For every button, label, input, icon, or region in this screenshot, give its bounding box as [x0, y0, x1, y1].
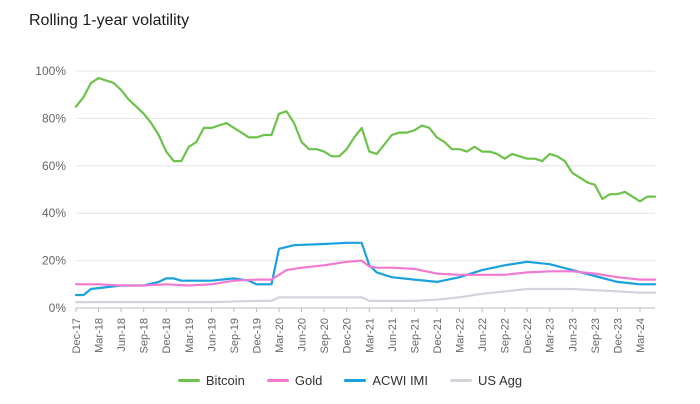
x-tick-label: Mar-18 — [94, 318, 106, 353]
legend-item: Bitcoin — [177, 373, 245, 388]
legend-item: ACWI IMI — [344, 373, 428, 388]
x-tick-label: Mar-22 — [454, 318, 466, 353]
y-tick-label: 20% — [42, 254, 66, 268]
x-tick-label: Mar-24 — [635, 318, 647, 353]
y-tick-label: 60% — [42, 159, 66, 173]
x-tick-label: Mar-21 — [364, 318, 376, 353]
series-line-bitcoin — [74, 77, 657, 203]
y-tick-label: 0% — [49, 301, 67, 315]
x-tick-label: Sep-18 — [139, 318, 151, 353]
x-tick-label: Dec-23 — [612, 318, 624, 353]
y-tick-label: 40% — [42, 206, 66, 220]
x-tick-label: Jun-20 — [297, 318, 309, 352]
x-tick-label: Jun-23 — [567, 318, 579, 352]
x-tick-label: Sep-22 — [500, 318, 512, 353]
x-tick-label: Mar-19 — [184, 318, 196, 353]
x-tick-label: Dec-17 — [71, 318, 83, 353]
gridlines — [76, 70, 655, 309]
x-tick-label: Mar-20 — [274, 318, 286, 353]
x-tick-label: Dec-22 — [522, 318, 534, 353]
legend-label: ACWI IMI — [372, 373, 428, 388]
legend-label: Gold — [294, 373, 323, 388]
series-line-acwi-imi — [74, 241, 657, 297]
x-tick-label: Mar-23 — [545, 318, 557, 353]
x-tick-label: Jun-19 — [206, 318, 218, 352]
x-tick-label: Sep-23 — [590, 318, 602, 353]
x-tick-label: Jun-18 — [116, 318, 128, 352]
legend-swatch — [177, 379, 200, 382]
legend-swatch — [344, 379, 367, 382]
x-axis-ticks: Dec-17 Mar-18 Jun-18 Sep-18 Dec-18 Mar-19 Jun-… — [71, 307, 655, 353]
y-axis-ticks: 0% 20% 40% 60% 80% 100% — [35, 64, 66, 315]
series-line-us-agg — [74, 287, 657, 304]
y-tick-label: 100% — [35, 64, 66, 78]
legend-label: US Agg — [478, 373, 523, 388]
x-tick-label: Sep-21 — [409, 318, 421, 353]
legend-item: Gold — [266, 373, 323, 388]
x-tick-label: Sep-19 — [229, 318, 241, 353]
x-tick-label: Sep-20 — [319, 318, 331, 353]
x-tick-label: Dec-18 — [161, 318, 173, 353]
x-tick-label: Dec-21 — [432, 318, 444, 353]
x-tick-label: Dec-20 — [342, 318, 354, 353]
legend-swatch — [266, 379, 289, 382]
x-tick-label: Jun-21 — [387, 318, 399, 352]
legend: Bitcoin Gold ACWI IMI US Agg — [0, 373, 700, 388]
legend-swatch — [450, 379, 472, 382]
x-tick-label: Jun-22 — [477, 318, 489, 352]
series-lines — [74, 77, 657, 304]
legend-item: US Agg — [450, 373, 522, 388]
legend-label: Bitcoin — [205, 373, 245, 388]
series-line-gold — [74, 259, 657, 287]
y-tick-label: 80% — [42, 111, 66, 125]
chart-title: Rolling 1-year volatility — [29, 12, 190, 29]
x-tick-label: Dec-19 — [251, 318, 263, 353]
